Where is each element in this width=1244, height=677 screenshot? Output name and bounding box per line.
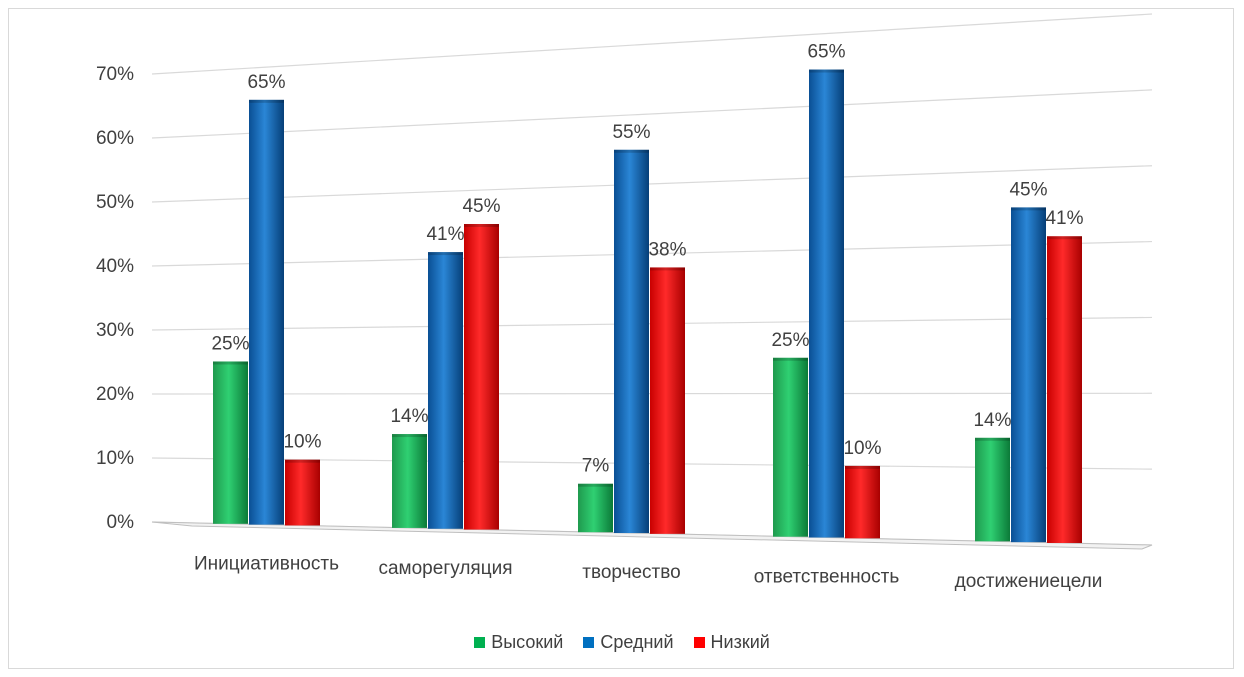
bar-cap-high bbox=[392, 434, 427, 438]
y-tick-label: 40% bbox=[96, 256, 134, 277]
data-label-high: 7% bbox=[582, 456, 610, 477]
bar-medium bbox=[428, 252, 463, 529]
x-tick-label: ответственность bbox=[754, 567, 900, 588]
data-label-medium: 65% bbox=[807, 42, 845, 63]
gridline bbox=[151, 165, 1153, 203]
data-label-high: 25% bbox=[211, 333, 249, 354]
y-tick-label: 10% bbox=[96, 448, 134, 469]
data-label-low: 10% bbox=[843, 438, 881, 459]
legend-swatch-medium bbox=[583, 637, 595, 648]
bar-cap-medium bbox=[1011, 207, 1046, 211]
gridline bbox=[151, 89, 1153, 139]
bar-cap-high bbox=[975, 437, 1010, 441]
data-label-medium: 65% bbox=[247, 72, 285, 93]
bar-cap-low bbox=[464, 223, 499, 227]
bar-cap-high bbox=[578, 483, 613, 487]
data-label-low: 38% bbox=[648, 239, 686, 260]
y-tick-label: 70% bbox=[96, 64, 134, 85]
legend-item-medium: Средний bbox=[583, 632, 674, 653]
gridline bbox=[151, 240, 1153, 267]
x-tick-label: творчество bbox=[582, 562, 680, 583]
bar-cap-high bbox=[773, 357, 808, 361]
data-label-medium: 45% bbox=[1009, 179, 1047, 200]
legend: Высокий Средний Низкий bbox=[0, 632, 1244, 653]
legend-item-high: Высокий bbox=[474, 632, 563, 653]
bar-low bbox=[464, 223, 499, 530]
bar-medium bbox=[809, 69, 844, 538]
bar-cap-high bbox=[213, 361, 248, 365]
data-label-high: 25% bbox=[771, 330, 809, 351]
bar-high bbox=[975, 437, 1010, 542]
data-label-high: 14% bbox=[973, 410, 1011, 431]
bar-low bbox=[845, 465, 880, 539]
x-tick-label: саморегуляция bbox=[378, 558, 512, 579]
y-tick-label: 0% bbox=[107, 512, 135, 533]
bar-cap-medium bbox=[249, 99, 284, 103]
data-label-medium: 55% bbox=[612, 122, 650, 143]
y-tick-label: 20% bbox=[96, 384, 134, 405]
bar-low bbox=[285, 459, 320, 526]
gridline bbox=[151, 13, 1153, 75]
data-label-low: 41% bbox=[1045, 208, 1083, 229]
y-tick-label: 30% bbox=[96, 320, 134, 341]
bar-cap-low bbox=[1047, 236, 1082, 240]
y-tick-label: 60% bbox=[96, 128, 134, 149]
bar-medium bbox=[1011, 207, 1046, 543]
data-label-low: 10% bbox=[283, 432, 321, 453]
bar-cap-medium bbox=[614, 149, 649, 153]
bar-high bbox=[773, 357, 808, 537]
bar-cap-medium bbox=[809, 69, 844, 73]
legend-label-high: Высокий bbox=[491, 632, 564, 652]
bar-cap-medium bbox=[428, 252, 463, 256]
legend-swatch-low bbox=[693, 637, 705, 648]
bar-cap-low bbox=[285, 459, 320, 463]
data-label-low: 45% bbox=[462, 196, 500, 217]
bar-cap-low bbox=[845, 465, 880, 469]
legend-label-low: Низкий bbox=[710, 632, 770, 652]
legend-item-low: Низкий bbox=[693, 632, 770, 653]
bar-medium bbox=[614, 149, 649, 534]
legend-swatch-high bbox=[474, 637, 486, 648]
bar-medium bbox=[249, 99, 284, 525]
bar-cap-low bbox=[650, 267, 685, 271]
data-label-high: 14% bbox=[390, 406, 428, 427]
bar-low bbox=[650, 267, 685, 534]
bar-low bbox=[1047, 236, 1082, 543]
bar-high bbox=[578, 483, 613, 533]
bar-high bbox=[213, 361, 248, 524]
x-tick-label: достижениецели bbox=[955, 571, 1103, 592]
data-label-medium: 41% bbox=[426, 224, 464, 245]
bar-high bbox=[392, 434, 427, 528]
x-tick-label: Инициативность bbox=[194, 554, 339, 575]
legend-label-medium: Средний bbox=[600, 632, 674, 652]
y-tick-label: 50% bbox=[96, 192, 134, 213]
